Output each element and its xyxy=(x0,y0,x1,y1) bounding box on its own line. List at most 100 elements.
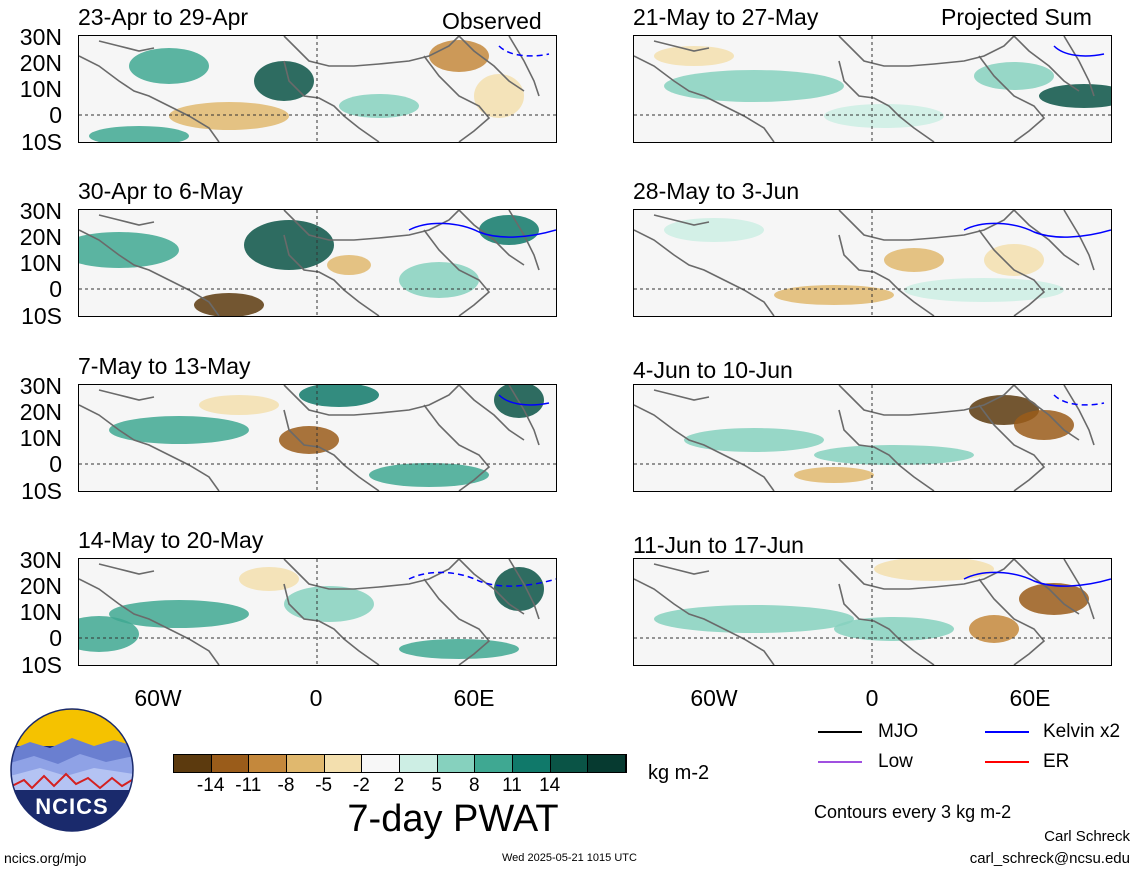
coastline xyxy=(283,234,380,316)
kelvin-contour xyxy=(1053,45,1105,57)
coastline xyxy=(79,229,220,316)
coastline xyxy=(1063,210,1095,271)
coastline xyxy=(423,229,491,316)
coastline xyxy=(79,55,220,142)
lat-label: 10S xyxy=(21,303,62,329)
kelvin-contour xyxy=(498,45,550,57)
coastline xyxy=(838,409,935,491)
coastline xyxy=(653,389,710,401)
pwat-anomaly-blob xyxy=(1014,410,1074,440)
kelvin-contour xyxy=(498,394,550,406)
coastline xyxy=(98,389,155,401)
colorbar-swatch xyxy=(211,755,250,772)
map-panel xyxy=(633,558,1112,666)
pwat-anomaly-blob xyxy=(479,215,539,245)
coastline xyxy=(458,210,525,266)
coastline xyxy=(79,578,220,665)
mjo-line-swatch xyxy=(818,731,862,733)
pwat-anomaly-blob xyxy=(284,586,374,622)
logo-graphic xyxy=(10,708,134,832)
coastline xyxy=(838,60,935,142)
coastline xyxy=(508,559,540,620)
coastline xyxy=(1063,559,1095,620)
colorbar-title: 7-day PWAT xyxy=(347,798,559,840)
coastline xyxy=(98,40,155,52)
coastline xyxy=(423,578,491,665)
lat-label: 10N xyxy=(19,76,62,102)
pwat-anomaly-blob xyxy=(109,600,249,628)
colorbar xyxy=(173,754,627,773)
map-panel xyxy=(78,209,557,317)
pwat-anomaly-blob xyxy=(339,94,419,118)
pwat-anomaly-blob xyxy=(814,445,974,465)
coastline xyxy=(838,234,935,316)
kelvin-contour xyxy=(963,222,1111,238)
legend-label-kelvin: Kelvin x2 xyxy=(1043,721,1121,742)
pwat-anomaly-blob xyxy=(984,244,1044,276)
coastline xyxy=(508,385,540,446)
coastline xyxy=(508,36,540,97)
legend-label-mjo: MJO xyxy=(878,721,919,742)
coastline xyxy=(1013,210,1080,266)
kelvin-contour xyxy=(963,571,1111,587)
footer-author: Carl Schreck xyxy=(1044,828,1130,845)
colorbar-tick-label: -2 xyxy=(352,775,370,796)
pwat-anomaly-blob xyxy=(874,559,994,581)
kelvin-contour xyxy=(408,571,556,587)
coastline xyxy=(653,40,710,52)
kelvin-line-swatch xyxy=(985,731,1029,733)
panel-title: 30-Apr to 6-May xyxy=(78,178,243,204)
panel-title: 11-Jun to 17-Jun xyxy=(633,532,804,558)
coastline xyxy=(1013,385,1080,441)
panel-title: 21-May to 27-May xyxy=(633,4,819,30)
coastline xyxy=(283,60,380,142)
colorbar-tick-label: -5 xyxy=(315,775,333,796)
coastline xyxy=(1063,385,1095,446)
colorbar-swatch xyxy=(588,755,626,772)
lat-label: 30N xyxy=(19,547,62,573)
panel-title: 4-Jun to 10-Jun xyxy=(633,357,793,383)
coastline xyxy=(1013,559,1080,615)
coastline xyxy=(1063,36,1095,97)
pwat-map xyxy=(634,385,1111,491)
coastline xyxy=(838,210,1015,241)
pwat-map xyxy=(79,385,556,491)
observed-tag: Observed xyxy=(442,8,542,34)
coastline xyxy=(458,559,525,615)
lon-label: 60W xyxy=(690,685,738,711)
footer-email[interactable]: carl_schreck@ncsu.edu xyxy=(969,850,1130,867)
pwat-anomaly-blob xyxy=(494,567,544,611)
lat-label: 20N xyxy=(19,573,62,599)
pwat-anomaly-blob xyxy=(834,617,954,641)
coastline xyxy=(978,229,1046,316)
pwat-anomaly-blob xyxy=(664,70,844,102)
coastline xyxy=(978,55,1046,142)
pwat-map xyxy=(634,559,1111,665)
lat-label: 0 xyxy=(49,102,62,128)
coastline xyxy=(283,409,380,491)
pwat-map xyxy=(79,36,556,142)
panel-title: 7-May to 13-May xyxy=(78,353,251,379)
colorbar-swatch xyxy=(400,755,438,772)
panel-title: 14-May to 20-May xyxy=(78,527,264,553)
pwat-map xyxy=(634,210,1111,316)
map-panel xyxy=(78,384,557,492)
colorbar-swatch xyxy=(174,755,212,772)
lat-label: 30N xyxy=(19,24,62,50)
colorbar-swatch xyxy=(550,755,589,772)
pwat-anomaly-blob xyxy=(774,285,894,305)
lat-label: 10S xyxy=(21,478,62,504)
colorbar-units: kg m-2 xyxy=(648,762,710,784)
logo-text: NCICS xyxy=(35,794,109,819)
lat-label: 30N xyxy=(19,373,62,399)
colorbar-swatch xyxy=(324,755,363,772)
coastline xyxy=(634,55,775,142)
lat-label: 10S xyxy=(21,652,62,678)
kelvin-contour xyxy=(1053,394,1105,406)
colorbar-tick-label: -8 xyxy=(277,775,295,796)
footer-url[interactable]: ncics.org/mjo xyxy=(4,850,87,866)
pwat-anomaly-blob xyxy=(109,416,249,444)
pwat-anomaly-blob xyxy=(369,463,489,487)
coastline xyxy=(978,578,1046,665)
pwat-anomaly-blob xyxy=(129,48,209,84)
